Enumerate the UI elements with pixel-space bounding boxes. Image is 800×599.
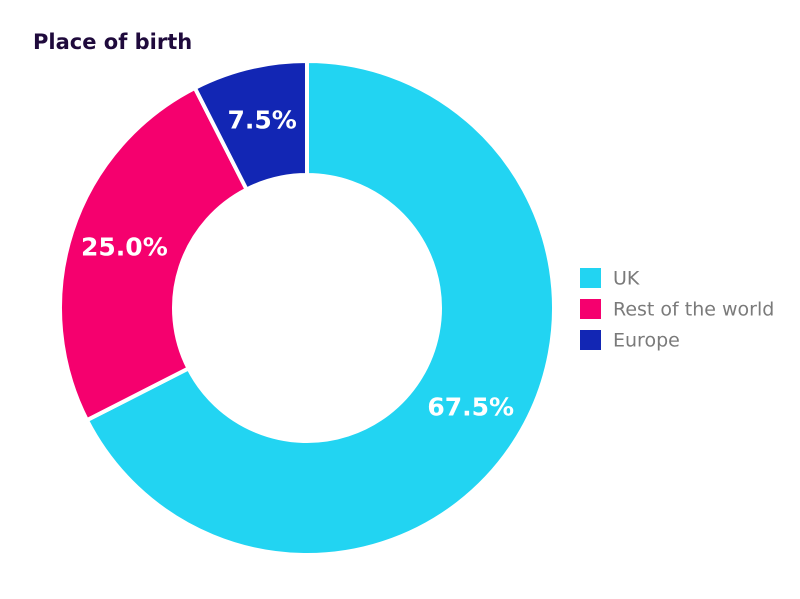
legend-swatch: [580, 330, 601, 350]
slice: [192, 58, 309, 193]
legend-label: Rest of the world: [613, 299, 774, 321]
legend: UK Rest of the world Europe: [580, 268, 774, 352]
legend-swatch: [580, 268, 601, 288]
legend-swatch: [580, 299, 601, 319]
slice: [58, 85, 250, 423]
legend-label: Europe: [613, 330, 680, 352]
slice-label: 7.5%: [228, 105, 297, 134]
slice: [84, 58, 556, 557]
slice-labels: 67.5% 25.0% 7.5%: [81, 105, 514, 421]
slice-label: 67.5%: [427, 392, 514, 421]
slice-label: 25.0%: [81, 233, 168, 262]
donut: [58, 58, 556, 557]
legend-label: UK: [613, 268, 640, 290]
chart-title: Place of birth: [33, 30, 192, 54]
